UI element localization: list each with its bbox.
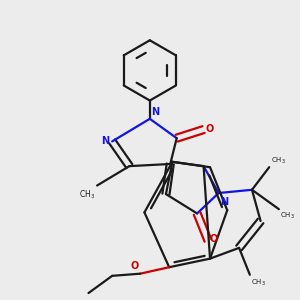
Text: N: N — [220, 197, 228, 207]
Text: O: O — [205, 124, 213, 134]
Text: CH$_3$: CH$_3$ — [79, 188, 95, 201]
Text: CH$_3$: CH$_3$ — [280, 211, 296, 221]
Text: CH$_3$: CH$_3$ — [251, 277, 266, 287]
Text: N: N — [101, 136, 110, 146]
Text: CH$_3$: CH$_3$ — [271, 155, 286, 166]
Text: O: O — [209, 234, 218, 244]
Text: N: N — [152, 107, 160, 117]
Text: O: O — [130, 261, 139, 271]
